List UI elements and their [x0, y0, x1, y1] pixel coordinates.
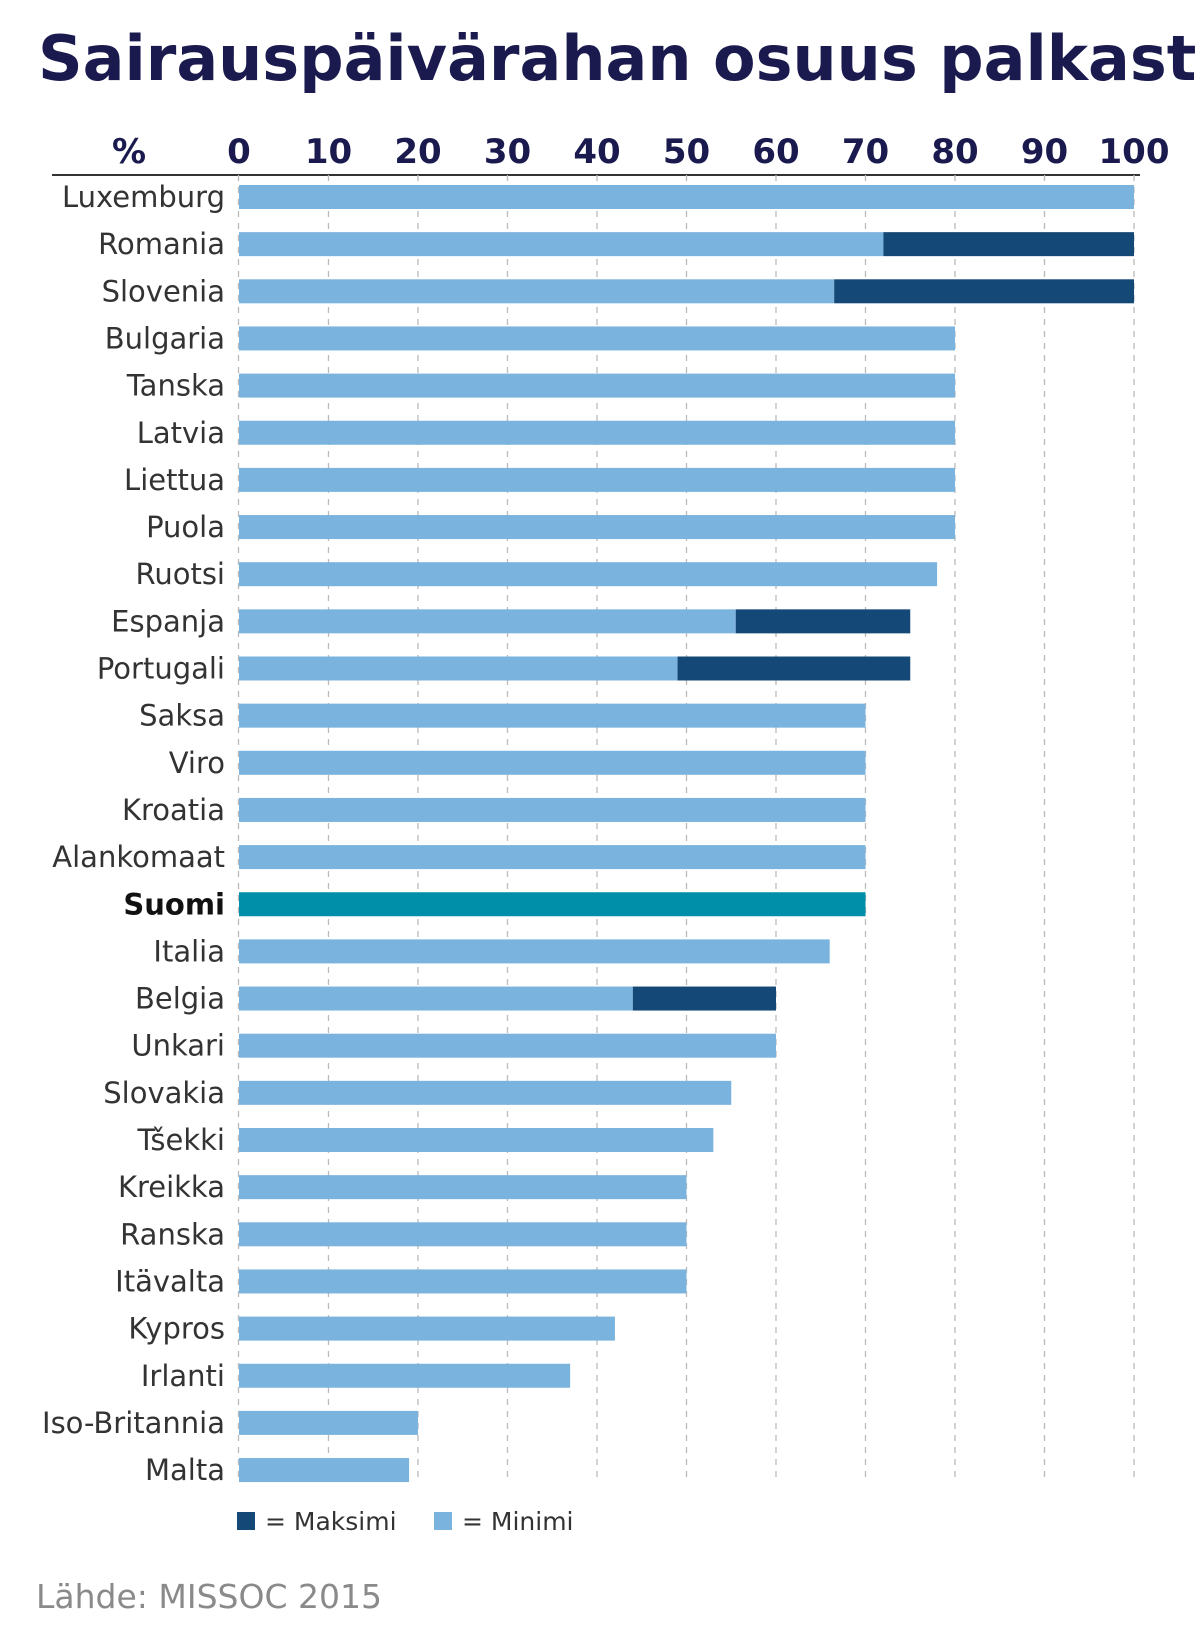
category-label-saksa: Saksa — [139, 699, 225, 733]
category-label-italia: Italia — [153, 934, 225, 968]
x-tick-50: 50 — [663, 132, 710, 172]
category-label-ranska: Ranska — [120, 1217, 225, 1251]
x-tick-90: 90 — [1021, 132, 1068, 172]
bar-minimi-kypros — [239, 1316, 615, 1341]
bar-minimi-kroatia — [239, 797, 866, 822]
category-label-belgia: Belgia — [135, 982, 225, 1016]
bar-minimi-itävalta — [239, 1269, 687, 1294]
bar-maksimi-espanja — [735, 609, 911, 634]
category-label-kroatia: Kroatia — [122, 793, 225, 827]
category-label-tšekki: Tšekki — [136, 1123, 225, 1157]
x-tick-70: 70 — [842, 132, 889, 172]
category-label-tanska: Tanska — [126, 369, 225, 403]
x-tick-labels: 0 10 20 30 40 50 60 70 80 90 100 — [227, 132, 1169, 172]
x-tick-60: 60 — [752, 132, 799, 172]
bar-minimi-belgia — [239, 986, 633, 1011]
legend-swatch-maksimi — [237, 1512, 255, 1530]
bar-minimi-luxemburg — [239, 185, 1134, 209]
category-label-alankomaat: Alankomaat — [52, 840, 225, 874]
bar-minimi-italia — [239, 939, 830, 964]
x-tick-10: 10 — [305, 132, 352, 172]
source-note: Lähde: MISSOC 2015 — [36, 1577, 382, 1616]
category-label-luxemburg: Luxemburg — [62, 180, 225, 214]
bar-minimi-irlanti — [239, 1363, 571, 1388]
bar-minimi-puola — [239, 515, 955, 540]
category-label-iso-britannia: Iso-Britannia — [42, 1406, 225, 1440]
bar-minimi-portugali — [239, 656, 678, 681]
category-label-viro: Viro — [169, 746, 225, 780]
bar-maksimi-slovenia — [834, 279, 1134, 304]
bar-minimi-viro — [239, 750, 866, 775]
x-tick-20: 20 — [394, 132, 441, 172]
category-labels: Luxemburg Romania Slovenia Bulgaria Tanska La… — [42, 180, 225, 1487]
bar-minimi-romania — [239, 232, 884, 257]
bar-minimi-ruotsi — [239, 562, 938, 587]
category-label-suomi: Suomi — [123, 887, 225, 921]
category-label-latvia: Latvia — [137, 416, 225, 450]
bar-minimi-alankomaat — [239, 845, 866, 870]
category-label-liettua: Liettua — [124, 463, 225, 497]
category-label-kreikka: Kreikka — [118, 1170, 225, 1204]
bar-minimi-iso-britannia — [239, 1410, 418, 1435]
legend: = Maksimi = Minimi — [237, 1507, 574, 1536]
bar-minimi-bulgaria — [239, 326, 955, 351]
bar-minimi-latvia — [239, 420, 955, 445]
legend-label-maksimi: = Maksimi — [265, 1507, 397, 1536]
bar-minimi-tanska — [239, 373, 955, 398]
x-tick-0: 0 — [227, 132, 251, 172]
bars — [239, 185, 1134, 1483]
chart-title: Sairauspäivärahan osuus palkasta — [38, 22, 1199, 95]
bar-minimi-malta — [239, 1458, 410, 1483]
legend-label-minimi: = Minimi — [462, 1507, 574, 1536]
bar-minimi-liettua — [239, 467, 955, 492]
category-label-romania: Romania — [98, 227, 225, 261]
bar-minimi-tšekki — [239, 1128, 714, 1152]
legend-swatch-minimi — [434, 1512, 452, 1530]
bar-maksimi-belgia — [632, 986, 776, 1011]
category-label-itävalta: Itävalta — [115, 1264, 225, 1298]
bar-minimi-slovenia — [239, 279, 835, 304]
category-label-ruotsi: Ruotsi — [135, 557, 225, 591]
category-label-slovenia: Slovenia — [102, 274, 225, 308]
bar-minimi-unkari — [239, 1033, 776, 1058]
x-tick-40: 40 — [573, 132, 620, 172]
category-label-kypros: Kypros — [128, 1312, 225, 1346]
x-tick-80: 80 — [931, 132, 978, 172]
bar-minimi-kreikka — [239, 1175, 687, 1200]
bar-maksimi-romania — [883, 232, 1134, 257]
bar-minimi-ranska — [239, 1222, 687, 1247]
bar-minimi-suomi — [239, 892, 866, 917]
x-tick-100: 100 — [1099, 132, 1170, 172]
category-label-portugali: Portugali — [97, 652, 225, 686]
unit-label: % — [112, 132, 146, 172]
category-label-espanja: Espanja — [111, 604, 225, 638]
bar-minimi-espanja — [239, 609, 736, 634]
bar-minimi-slovakia — [239, 1080, 732, 1105]
category-label-malta: Malta — [145, 1453, 225, 1487]
x-tick-30: 30 — [484, 132, 531, 172]
category-label-irlanti: Irlanti — [141, 1359, 225, 1393]
category-label-unkari: Unkari — [131, 1029, 225, 1063]
category-label-puola: Puola — [146, 510, 225, 544]
category-label-bulgaria: Bulgaria — [105, 321, 225, 355]
bar-maksimi-portugali — [677, 656, 911, 681]
bar-minimi-saksa — [239, 703, 866, 728]
category-label-slovakia: Slovakia — [103, 1076, 225, 1110]
